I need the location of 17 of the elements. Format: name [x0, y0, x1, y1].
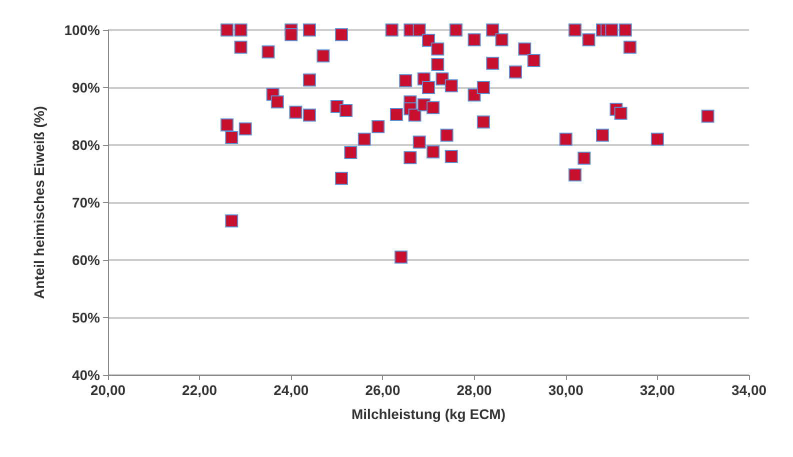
x-tick-label: 24,00: [274, 382, 309, 398]
x-tick-label: 28,00: [456, 382, 492, 398]
x-axis-title: Milchleistung (kg ECM): [352, 406, 506, 422]
x-tick-label: 32,00: [640, 382, 676, 398]
x-tick-label: 22,00: [182, 382, 218, 398]
y-tick-label: 40%: [72, 367, 101, 383]
x-tick-label: 26,00: [365, 382, 400, 398]
y-axis-title: Anteil heimisches Eiweiß (%): [31, 106, 47, 299]
y-tick-label: 100%: [64, 22, 101, 38]
x-tick-label: 34,00: [731, 382, 767, 398]
y-tick-label: 90%: [72, 80, 101, 96]
y-tick-label: 70%: [72, 194, 101, 210]
y-tick-label: 60%: [72, 252, 101, 268]
x-tick-label: 20,00: [90, 382, 126, 398]
y-tick-label: 80%: [72, 137, 101, 153]
y-tick-label: 50%: [72, 310, 101, 326]
x-tick-label: 30,00: [548, 382, 584, 398]
